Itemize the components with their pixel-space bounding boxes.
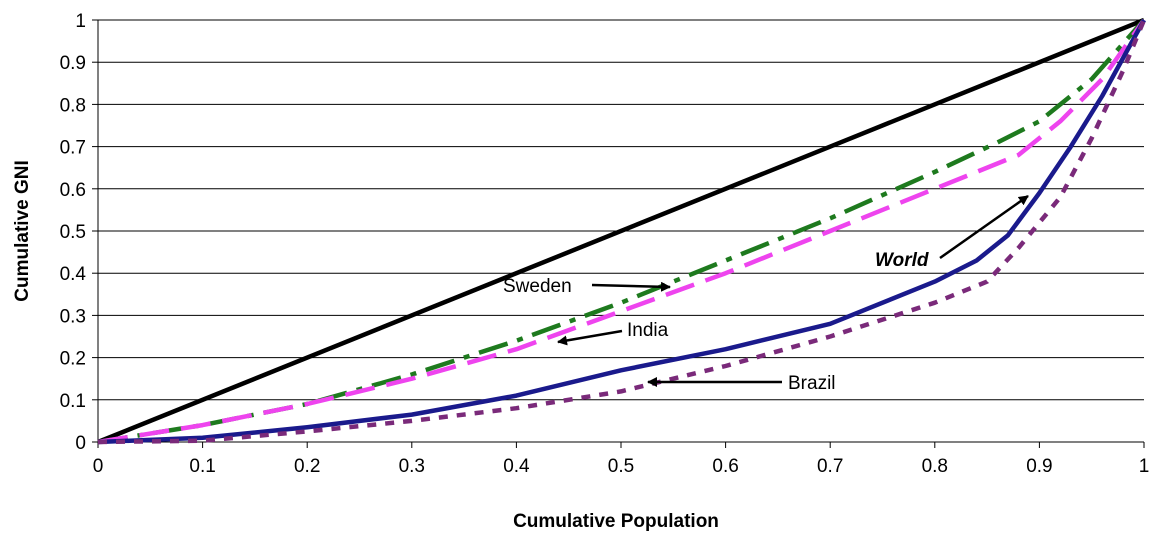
- y-tick-label: 0.8: [60, 95, 86, 116]
- y-tick-label: 0.6: [60, 180, 86, 201]
- series-lines: [97, 17, 1147, 445]
- y-tick-label: 0.3: [60, 306, 86, 327]
- x-axis-title: Cumulative Population: [513, 511, 719, 532]
- y-tick-label: 1: [75, 11, 86, 32]
- series-line-world: [97, 18, 1146, 445]
- x-tick-label: 0: [93, 456, 104, 477]
- y-tick-label: 0.1: [60, 391, 86, 412]
- x-tick-label: 0.2: [294, 456, 320, 477]
- annotation-arrow-india: [557, 329, 623, 346]
- x-tick-label: 0.7: [817, 456, 843, 477]
- annotation-arrow-sweden: [591, 281, 671, 292]
- x-tick-label: 1: [1139, 456, 1150, 477]
- y-tick-label: 0.7: [60, 138, 86, 159]
- annotation-label-india: India: [627, 320, 669, 341]
- tick-labels: 0 0.1 0.2 0.3 0.4 0.5 0.6 0.7 0.8 0.9 1 0 0.1 0.2 0.3 0…: [60, 11, 1150, 477]
- x-tick-label: 0.5: [608, 456, 634, 477]
- annotation-label-world: World: [875, 250, 929, 271]
- y-tick-label: 0: [75, 433, 86, 454]
- y-tick-label: 0.4: [60, 264, 87, 285]
- y-tick-label: 0.5: [60, 222, 86, 243]
- annotations: Sweden India Brazil World: [503, 194, 1029, 394]
- series-line-india: [97, 18, 1146, 445]
- annotation-label-brazil: Brazil: [788, 373, 836, 394]
- x-tick-label: 0.1: [189, 456, 215, 477]
- y-axis-title: Cumulative GNI: [12, 160, 33, 301]
- y-tick-label: 0.2: [60, 349, 86, 370]
- annotation-arrow-world: [939, 194, 1029, 260]
- annotation-label-sweden: Sweden: [503, 276, 572, 297]
- series-line-equality: [97, 17, 1145, 445]
- x-tick-label: 0.6: [712, 456, 738, 477]
- axes: [92, 19, 1145, 448]
- x-tick-label: 0.4: [503, 456, 530, 477]
- y-tick-label: 0.9: [60, 53, 86, 74]
- series-line-brazil: [97, 19, 1147, 445]
- x-tick-label: 0.9: [1026, 456, 1052, 477]
- x-tick-label: 0.3: [399, 456, 425, 477]
- x-tick-label: 0.8: [922, 456, 948, 477]
